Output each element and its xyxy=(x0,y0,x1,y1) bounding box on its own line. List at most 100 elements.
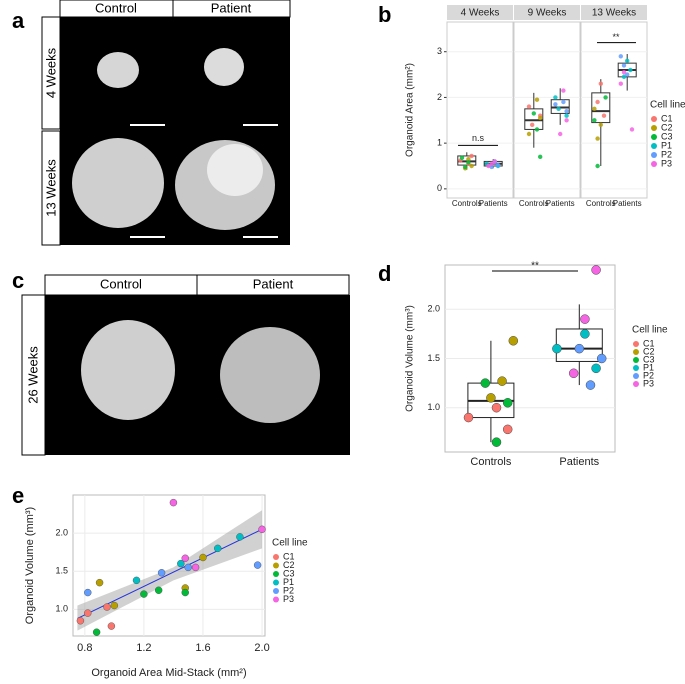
legend-swatch xyxy=(651,152,657,158)
point xyxy=(469,153,474,159)
point xyxy=(556,106,561,112)
x-tick-label: Controls xyxy=(470,456,511,468)
facet-strip xyxy=(514,5,580,20)
row-box xyxy=(21,294,46,456)
point xyxy=(621,74,627,80)
column-label: Control xyxy=(100,276,142,291)
point xyxy=(618,54,623,59)
point xyxy=(181,554,189,562)
legend-label: P2 xyxy=(643,370,654,380)
organoid xyxy=(204,48,244,86)
column-label: Patient xyxy=(211,0,252,15)
point xyxy=(258,525,266,533)
x-tick-label: Controls xyxy=(519,199,549,208)
point xyxy=(466,160,471,165)
panel-label: b xyxy=(378,2,391,27)
legend-swatch xyxy=(273,596,279,603)
legend-title: Cell line xyxy=(272,538,308,549)
y-axis-title: Organoid Volume (mm³) xyxy=(405,305,416,412)
x-tick-label: 1.6 xyxy=(195,642,210,654)
y-axis-title: Organoid Volume (mm³) xyxy=(24,507,36,624)
header-box xyxy=(196,274,350,296)
legend-label: P1 xyxy=(643,362,654,372)
organoid xyxy=(72,138,164,228)
point xyxy=(191,563,200,572)
point xyxy=(625,72,630,77)
x-tick-label: Patients xyxy=(546,199,575,208)
point xyxy=(181,588,189,597)
facet-label: 13 Weeks xyxy=(592,8,636,19)
legend-label: P2 xyxy=(283,585,294,595)
point xyxy=(526,104,532,109)
point xyxy=(553,95,558,100)
point xyxy=(463,412,474,423)
legend-label: C2 xyxy=(661,122,673,132)
panel-a-images: Control Patient 4 Weeks 13 Weeks xyxy=(41,0,291,246)
y-tick-label: 3 xyxy=(437,46,442,56)
organoid xyxy=(220,327,320,423)
point xyxy=(110,601,119,610)
point xyxy=(531,111,536,116)
y-tick-label: 1.0 xyxy=(427,402,440,412)
column-label: Patient xyxy=(253,276,294,291)
x-tick-label: Controls xyxy=(452,199,482,208)
point xyxy=(595,99,600,105)
point xyxy=(629,127,635,132)
point xyxy=(502,424,513,435)
facet-panel xyxy=(513,21,581,199)
point xyxy=(508,336,519,346)
facet-strip xyxy=(581,5,647,20)
x-tick-label: 2.0 xyxy=(254,642,269,654)
confidence-band xyxy=(77,510,263,631)
legend-label: P1 xyxy=(283,577,294,587)
point xyxy=(625,58,630,64)
legend-label: P2 xyxy=(661,149,672,159)
facet-strip xyxy=(447,5,513,20)
point xyxy=(534,97,540,102)
legend-label: C3 xyxy=(661,131,673,141)
point xyxy=(595,136,600,141)
point xyxy=(603,95,608,100)
panel-label: e xyxy=(12,483,24,508)
point xyxy=(76,617,85,625)
panel-label: c xyxy=(12,268,24,293)
point xyxy=(495,162,501,168)
point xyxy=(534,127,540,132)
x-tick-label: Controls xyxy=(586,199,616,208)
legend-label: C3 xyxy=(283,568,295,578)
point xyxy=(558,131,563,137)
point xyxy=(552,343,562,354)
point xyxy=(459,155,465,160)
point xyxy=(469,163,474,169)
point xyxy=(595,163,600,169)
point xyxy=(621,63,627,68)
box xyxy=(524,108,544,130)
legend-swatch xyxy=(273,554,279,560)
point xyxy=(177,559,185,568)
point xyxy=(236,533,244,541)
legend-swatch xyxy=(273,571,279,577)
point xyxy=(564,118,569,123)
x-tick-label: Patients xyxy=(613,199,642,208)
row-label: 4 Weeks xyxy=(43,47,58,98)
point xyxy=(574,343,585,354)
y-tick-label: 1 xyxy=(437,138,442,148)
point xyxy=(585,380,596,390)
legend-label: C2 xyxy=(643,346,655,356)
point xyxy=(553,102,558,107)
legend-swatch xyxy=(633,381,639,387)
legend-label: P3 xyxy=(283,594,294,604)
annotation: ** xyxy=(612,32,620,42)
legend-swatch xyxy=(633,357,639,363)
y-tick-label: 1.5 xyxy=(55,566,68,576)
annotation: n.s xyxy=(472,133,485,143)
point xyxy=(199,553,207,562)
point xyxy=(538,115,543,121)
point xyxy=(598,81,603,86)
point xyxy=(621,70,627,75)
point xyxy=(107,622,116,630)
point xyxy=(561,99,566,105)
panel-label: d xyxy=(378,261,391,286)
y-axis-title: Organoid Area (mm²) xyxy=(405,63,416,157)
point xyxy=(140,590,148,598)
